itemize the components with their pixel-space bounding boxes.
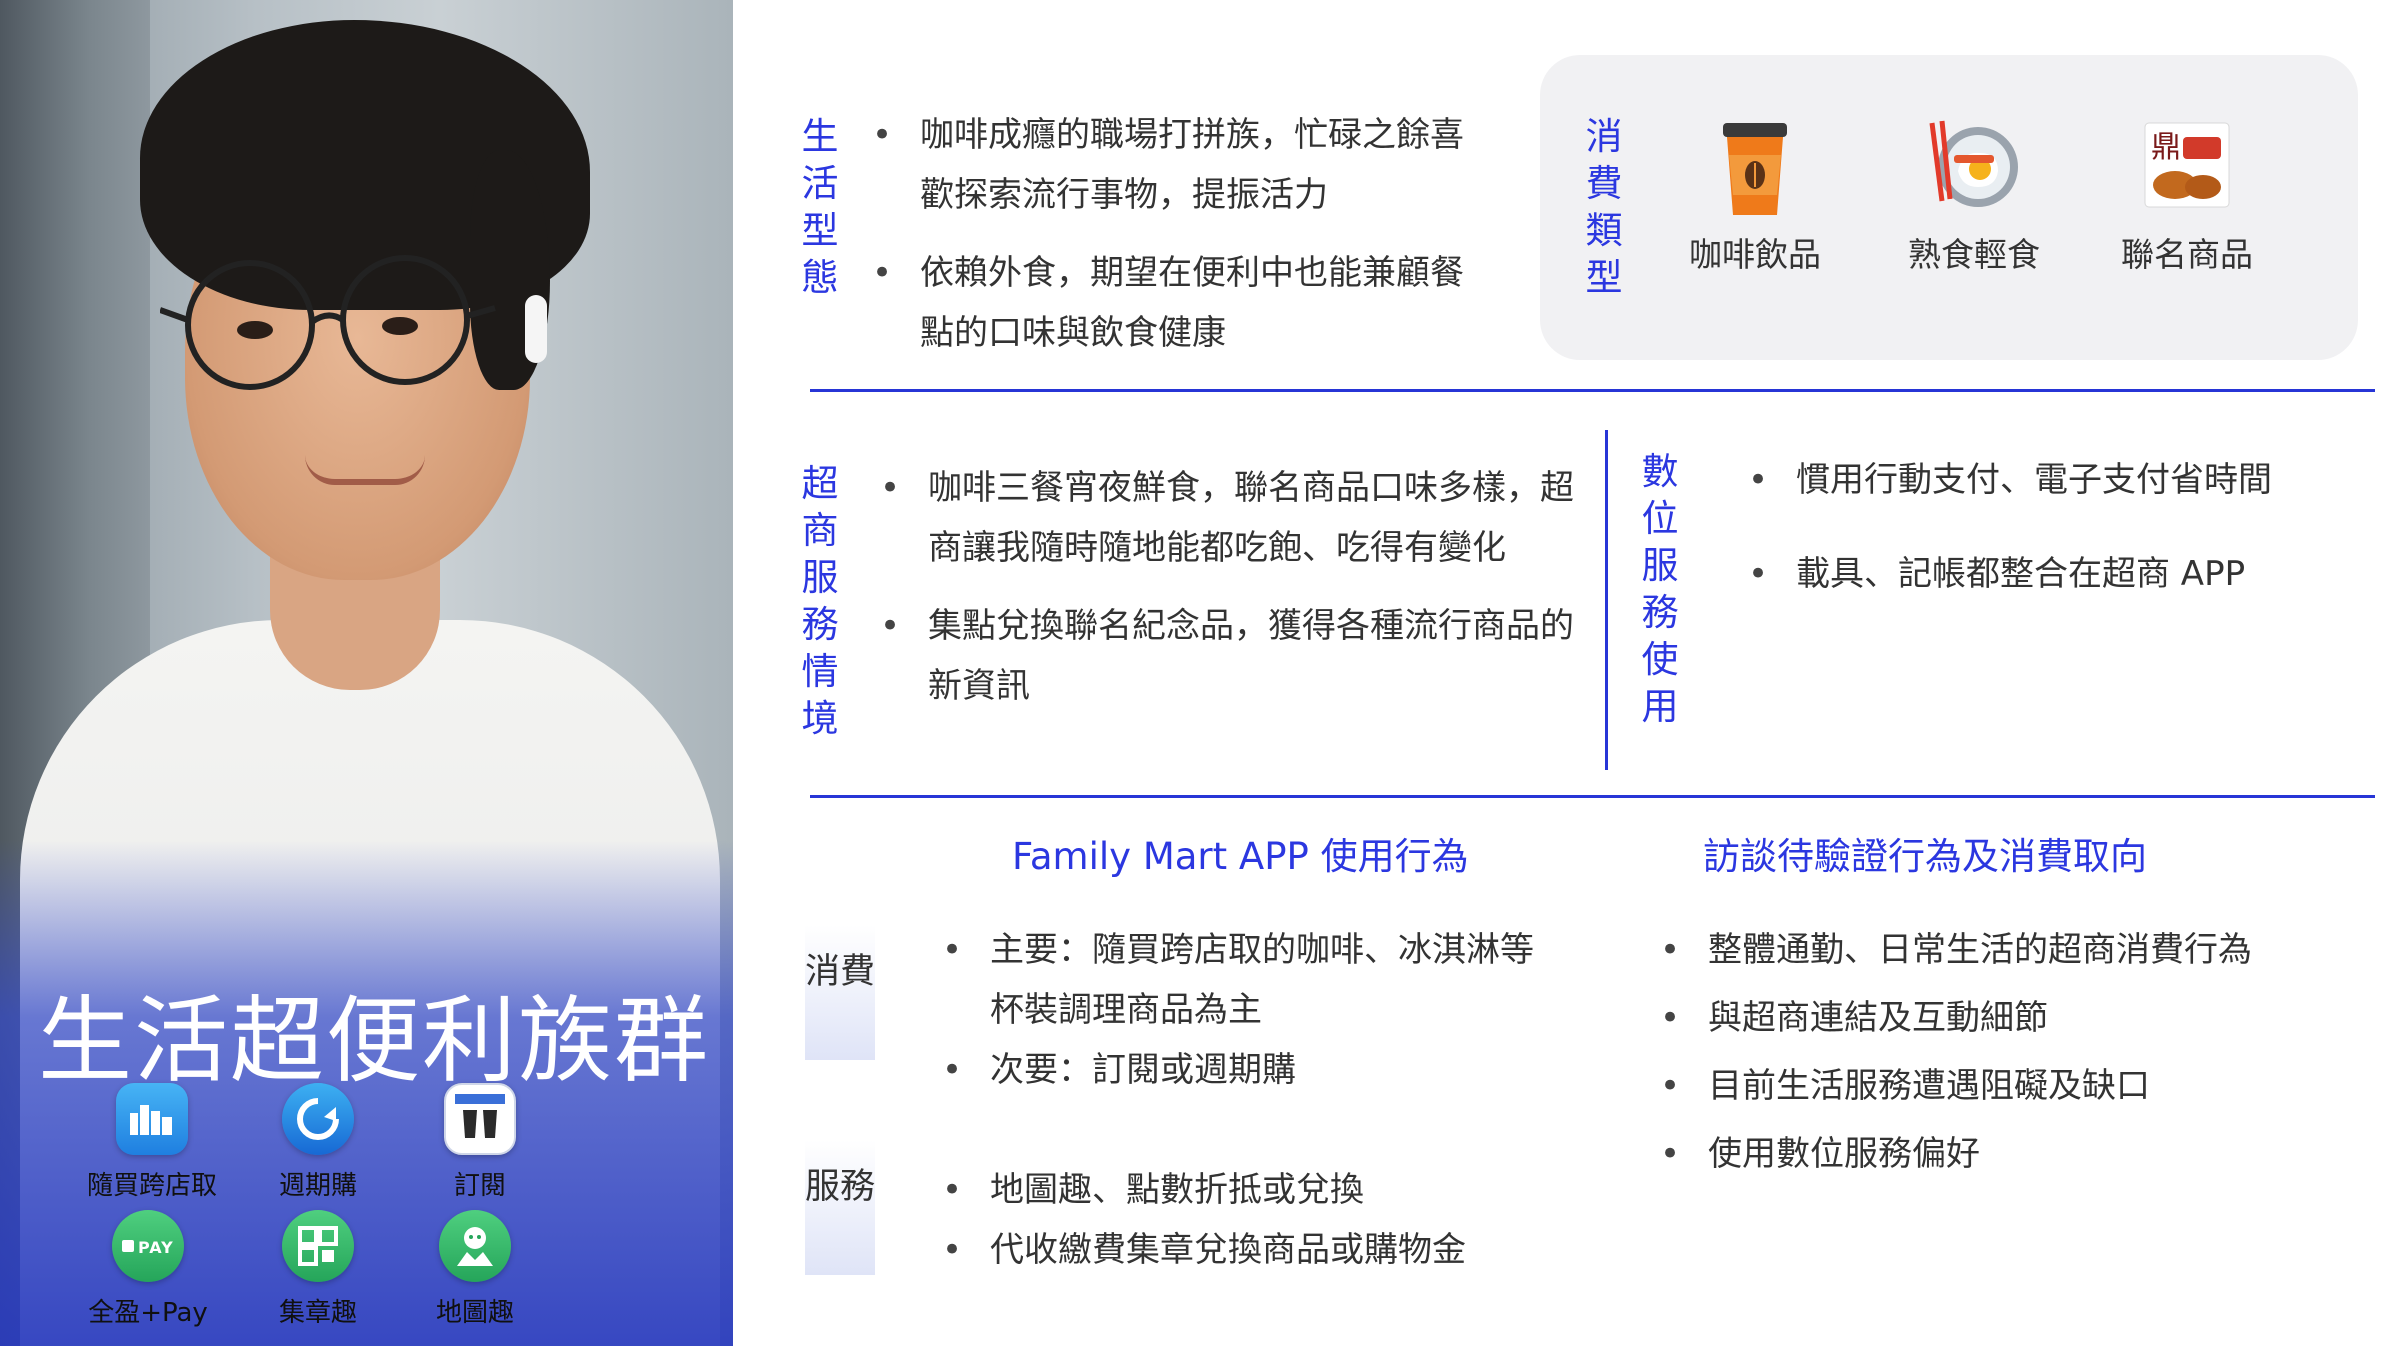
interview-heading: 訪談待驗證行為及消費取向 (1703, 835, 2147, 878)
consumption-item-deli: 熟食輕食 (1894, 115, 2054, 275)
app-zhouqigou[interactable]: 週期購 (238, 1083, 398, 1202)
digital-bullet: 載具、記帳都整合在超商 APP (1748, 544, 2368, 604)
app-label: 集章趣 (278, 1298, 357, 1328)
consumption-item-label: 咖啡飲品 (1689, 235, 1821, 274)
store-service-label: 超商服務情境 (801, 462, 839, 740)
consumption-card: 消費類型 咖啡飲品 熟食輕食 (1540, 55, 2358, 360)
coffee-cup-icon (1705, 115, 1805, 215)
coffee-cups-icon (444, 1083, 516, 1155)
svg-text:PAY: PAY (138, 1238, 174, 1257)
app-suimai-kuadianqu[interactable]: 隨買跨店取 (72, 1083, 232, 1202)
service-tag: 服務 (805, 1140, 875, 1275)
app-label: 地圖趣 (435, 1298, 514, 1328)
app-jizhangqu[interactable]: 集章趣 (238, 1210, 398, 1329)
app-label: 訂閱 (453, 1171, 506, 1201)
digital-label: 數位服務使用 (1641, 450, 1679, 728)
lifestyle-bullet: 依賴外食，期望在便利中也能兼顧餐點的口味與飲食健康 (872, 243, 1482, 363)
consumption-label: 消費類型 (1585, 115, 1623, 299)
city-bag-icon (116, 1083, 188, 1155)
app-ditugqu[interactable]: 地圖趣 (395, 1210, 555, 1329)
map-mascot-icon (439, 1210, 511, 1282)
interview-bullet: 使用數位服務偏好 (1660, 1124, 2360, 1184)
store-service-bullets: 咖啡三餐宵夜鮮食，聯名商品口味多樣，超商讓我隨時隨地能都吃飽、吃得有變化 集點兌… (880, 458, 1580, 716)
fried-egg-plate-icon (1924, 115, 2024, 215)
persona-title: 生活超便利族群 (38, 987, 711, 1096)
digital-bullets: 慣用行動支付、電子支付省時間 載具、記帳都整合在超商 APP (1748, 450, 2368, 604)
digital-bullet: 慣用行動支付、電子支付省時間 (1748, 450, 2368, 510)
smile (305, 455, 425, 485)
lifestyle-label: 生活型態 (801, 115, 839, 299)
consume-tag: 消費 (805, 925, 875, 1060)
store-service-bullet: 集點兌換聯名紀念品，獲得各種流行商品的新資訊 (880, 596, 1580, 716)
lifestyle-bullets: 咖啡成癮的職場打拼族，忙碌之餘喜歡探索流行事物，提振活力 依賴外食，期望在便利中… (872, 105, 1482, 363)
consumption-item-collab: 鼎 聯名商品 (2107, 115, 2267, 275)
column-divider (1605, 430, 1608, 770)
app-service-bullet: 地圖趣、點數折抵或兌換 (942, 1160, 1562, 1220)
app-behavior-heading: Family Mart APP 使用行為 (1012, 835, 1469, 878)
app-label: 週期購 (278, 1171, 357, 1201)
svg-text:鼎: 鼎 (2151, 130, 2181, 165)
consumption-item-label: 聯名商品 (2121, 235, 2253, 274)
app-consume-bullet: 主要：隨買跨店取的咖啡、冰淇淋等杯裝調理商品為主 (942, 920, 1562, 1040)
cycle-arrow-icon (282, 1083, 354, 1155)
app-label: 隨買跨店取 (86, 1171, 217, 1201)
app-consume-bullets: 主要：隨買跨店取的咖啡、冰淇淋等杯裝調理商品為主 次要：訂閱或週期購 (942, 920, 1562, 1100)
interview-bullets: 整體通勤、日常生活的超商消費行為 與超商連結及互動細節 目前生活服務遭遇阻礙及缺… (1660, 920, 2360, 1184)
pay-icon: PAY (112, 1210, 184, 1282)
app-service-bullet: 代收繳費集章兌換商品或購物金 (942, 1220, 1562, 1280)
earbud-icon (525, 295, 547, 363)
consumption-item-label: 熟食輕食 (1908, 235, 2040, 274)
glasses-icon (160, 255, 496, 390)
consumption-item-coffee: 咖啡飲品 (1675, 115, 1835, 275)
app-dingyue[interactable]: 訂閱 (400, 1083, 560, 1202)
interview-bullet: 整體通勤、日常生活的超商消費行為 (1660, 920, 2360, 980)
lifestyle-bullet: 咖啡成癮的職場打拼族，忙碌之餘喜歡探索流行事物，提振活力 (872, 105, 1482, 225)
app-quanying-pay[interactable]: PAY 全盈+Pay (68, 1210, 228, 1329)
persona-photo: 生活超便利族群 隨買跨店取 週期購 訂閱 PAY 全盈+Pay 集章趣 (0, 0, 733, 1346)
app-service-bullets: 地圖趣、點數折抵或兌換 代收繳費集章兌換商品或購物金 (942, 1160, 1562, 1280)
app-consume-bullet: 次要：訂閱或週期購 (942, 1040, 1562, 1100)
interview-bullet: 與超商連結及互動細節 (1660, 988, 2360, 1048)
section-divider (810, 795, 2375, 798)
store-service-bullet: 咖啡三餐宵夜鮮食，聯名商品口味多樣，超商讓我隨時隨地能都吃飽、吃得有變化 (880, 458, 1580, 578)
branded-snack-icon: 鼎 (2137, 115, 2237, 215)
section-divider (810, 389, 2375, 392)
stamp-grid-icon (282, 1210, 354, 1282)
interview-bullet: 目前生活服務遭遇阻礙及缺口 (1660, 1056, 2360, 1116)
app-label: 全盈+Pay (88, 1298, 208, 1328)
